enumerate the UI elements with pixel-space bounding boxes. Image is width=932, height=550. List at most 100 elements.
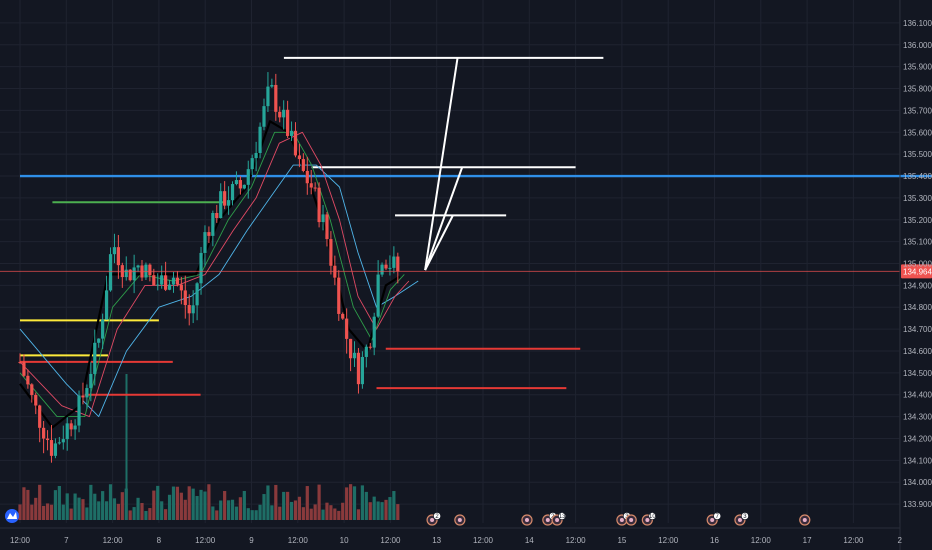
volume-bar <box>69 508 73 520</box>
candle-body <box>246 169 250 185</box>
volume-bar <box>211 506 215 520</box>
candle-body <box>329 239 333 266</box>
candle-body <box>97 338 101 343</box>
candle-body <box>301 159 305 171</box>
volume-bar <box>93 493 97 520</box>
price-tick-label: 135.600 <box>903 128 932 137</box>
candlesticks <box>18 72 400 463</box>
event-marker-icon[interactable]: 10 <box>641 512 656 526</box>
event-marker-icon[interactable] <box>454 514 466 526</box>
tradingview-logo-icon[interactable] <box>5 509 19 523</box>
event-marker-count: 7 <box>716 514 720 520</box>
time-tick-label: 12:00 <box>473 536 494 545</box>
candle-body <box>152 275 156 286</box>
volume-bar <box>262 494 266 520</box>
event-marker-icon[interactable]: 13 <box>551 512 566 526</box>
volume-bar <box>258 504 262 520</box>
candle-body <box>368 346 372 348</box>
volume-bar <box>368 502 372 520</box>
volume-bar <box>112 498 117 520</box>
candle-body <box>49 440 54 456</box>
event-marker-icon[interactable] <box>521 514 533 526</box>
candle-body <box>112 247 117 255</box>
volume-bar <box>34 497 38 520</box>
volume-bar-spike <box>125 374 128 520</box>
volume-bar <box>191 488 195 520</box>
candle-body <box>183 290 187 306</box>
volume-bar <box>53 490 58 520</box>
volume-bar <box>160 501 164 520</box>
price-tick-label: 135.700 <box>903 106 932 115</box>
candle-body <box>136 265 140 268</box>
price-tick-label: 135.200 <box>903 216 932 225</box>
candle-body <box>337 277 341 314</box>
time-tick-label: 9 <box>249 536 254 545</box>
price-tick-label: 135.800 <box>903 85 932 94</box>
price-tick-label: 134.800 <box>903 303 932 312</box>
candle-body <box>61 439 65 443</box>
volume-bar <box>396 504 400 520</box>
volume-bar <box>223 491 227 520</box>
volume-bar <box>152 490 156 520</box>
time-axis[interactable]: 12:00 7 12:00 8 12:00 9 12:00 10 12:00 13 12:00 14 1… <box>0 527 902 545</box>
volume-bar <box>207 484 211 520</box>
candle-body <box>364 346 368 357</box>
volume-bar <box>321 509 325 520</box>
event-marker-icon[interactable] <box>625 514 637 526</box>
candle-body <box>305 170 309 184</box>
volume-bar <box>49 504 54 520</box>
candle-body <box>254 152 258 159</box>
event-markers[interactable]: 221331073 <box>426 512 811 526</box>
candle-body <box>317 187 321 223</box>
candle-body <box>77 395 81 426</box>
candle-body <box>392 256 396 268</box>
candle-body <box>230 184 235 201</box>
volume-bar <box>128 510 132 520</box>
moving-averages <box>19 120 419 429</box>
event-marker-badge <box>713 512 722 520</box>
event-marker-icon[interactable]: 7 <box>706 512 722 526</box>
candle-body <box>219 191 223 219</box>
event-marker-icon[interactable]: 2 <box>426 512 441 526</box>
volume-bar <box>329 505 333 520</box>
time-tick-label: 14 <box>525 536 534 545</box>
candle-body <box>203 232 207 253</box>
volume-bar <box>45 503 50 520</box>
volume-bar <box>132 507 136 520</box>
volume-bar <box>203 491 207 520</box>
volume-bar <box>305 486 309 520</box>
ma-red-line <box>19 131 410 418</box>
candle-body <box>104 290 109 320</box>
candle-body <box>207 232 211 236</box>
projection-lines[interactable] <box>424 57 464 271</box>
candle-body <box>69 423 73 430</box>
candle-body <box>250 158 254 170</box>
horizontal-levels[interactable] <box>20 56 932 396</box>
volume-bar <box>333 508 337 520</box>
volume-bar <box>270 505 274 520</box>
volume-bar <box>65 493 69 520</box>
volume-bar <box>77 497 81 520</box>
price-axis[interactable]: 136.100 136.000 135.900 135.800 135.700 135.6… <box>899 0 932 550</box>
candle-body <box>132 267 136 281</box>
candle-body <box>81 395 85 398</box>
volume-bar <box>348 484 353 520</box>
event-marker-icon[interactable] <box>799 514 811 526</box>
volume-bar <box>73 493 77 520</box>
volume-bar <box>278 506 282 520</box>
candle-body <box>376 274 380 317</box>
event-marker-icon[interactable]: 3 <box>734 512 749 526</box>
volume-bar <box>364 491 368 520</box>
volume-bar <box>167 494 172 520</box>
candle-body <box>341 313 345 319</box>
time-tick-label: 16 <box>710 536 719 545</box>
event-marker-dot <box>629 518 634 522</box>
event-marker-badge <box>433 512 441 520</box>
last-price-line: 134.964 <box>0 264 932 279</box>
volume-bar <box>293 500 298 520</box>
volume-bar <box>226 500 231 520</box>
volume-bar <box>341 502 345 520</box>
time-tick-label: 10 <box>340 536 349 545</box>
time-tick-label: 12:00 <box>380 536 401 545</box>
